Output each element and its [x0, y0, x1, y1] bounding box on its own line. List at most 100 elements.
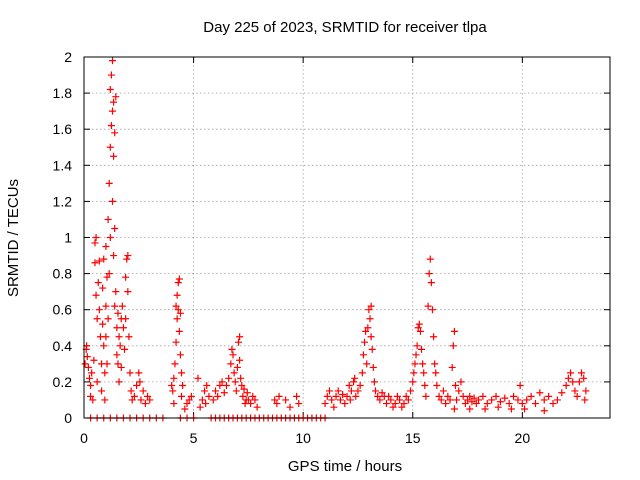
data-point	[521, 405, 529, 413]
data-point	[282, 396, 290, 404]
data-point	[450, 405, 458, 413]
data-point	[108, 107, 116, 115]
data-point	[468, 398, 476, 406]
data-point	[341, 400, 349, 408]
x-axis-label: GPS time / hours	[288, 458, 402, 475]
data-point	[117, 363, 125, 371]
data-point	[201, 387, 209, 395]
data-point	[347, 387, 355, 395]
data-point	[536, 389, 544, 397]
data-point	[187, 392, 195, 400]
data-point	[104, 215, 112, 223]
data-point	[540, 396, 548, 404]
data-point	[545, 392, 553, 400]
data-point	[183, 400, 191, 408]
data-point	[293, 392, 301, 400]
data-point	[531, 400, 539, 408]
data-point	[442, 400, 450, 408]
data-point	[416, 327, 424, 335]
data-point	[202, 400, 210, 408]
data-point	[376, 396, 384, 404]
data-point	[236, 333, 244, 341]
data-point	[472, 400, 480, 408]
data-point	[501, 394, 509, 402]
data-point	[389, 403, 397, 411]
data-point	[111, 224, 119, 232]
data-point	[173, 315, 181, 323]
data-point	[367, 302, 375, 310]
data-point	[95, 306, 103, 314]
data-point	[415, 320, 423, 328]
data-point	[92, 291, 100, 299]
data-point	[110, 252, 118, 260]
y-tick-label: 0.2	[53, 374, 73, 390]
data-point	[81, 360, 89, 368]
data-point	[464, 396, 472, 404]
data-point	[108, 197, 116, 205]
data-point	[115, 333, 123, 341]
x-tick-label: 0	[80, 430, 88, 446]
data-point	[243, 389, 251, 397]
data-point	[419, 360, 427, 368]
data-point	[562, 382, 570, 390]
data-point	[567, 369, 575, 377]
data-point	[358, 369, 366, 377]
data-point	[119, 324, 127, 332]
data-point	[321, 400, 329, 408]
data-point	[558, 389, 566, 397]
data-point	[581, 396, 589, 404]
data-point	[106, 234, 114, 241]
data-point	[185, 396, 193, 404]
data-point	[122, 315, 130, 323]
data-point	[137, 396, 145, 404]
data-point	[421, 382, 429, 390]
data-point	[123, 255, 131, 263]
data-point	[363, 360, 371, 368]
data-point	[175, 275, 183, 283]
data-point	[101, 396, 109, 404]
data-point	[414, 324, 422, 332]
data-point	[540, 407, 548, 415]
x-tick-label: 10	[295, 430, 311, 446]
data-point	[273, 400, 281, 408]
data-point	[325, 387, 333, 395]
data-point	[518, 400, 526, 408]
data-point	[99, 284, 107, 292]
data-point	[553, 396, 561, 404]
data-point	[332, 392, 340, 400]
y-tick-label: 0	[64, 410, 72, 426]
data-point	[111, 302, 119, 310]
data-point	[352, 392, 360, 400]
data-point	[516, 382, 524, 390]
data-point	[176, 309, 184, 317]
data-point	[393, 392, 401, 400]
y-tick-label: 2	[64, 49, 72, 65]
data-point	[411, 360, 419, 368]
data-point	[116, 342, 124, 350]
data-point	[330, 403, 338, 411]
data-point	[571, 387, 579, 395]
data-point	[181, 405, 189, 413]
data-point	[404, 396, 412, 404]
data-point	[275, 392, 283, 400]
data-point	[413, 342, 421, 350]
data-point	[170, 400, 178, 408]
data-point	[361, 338, 369, 346]
data-point	[112, 93, 120, 101]
data-point	[95, 257, 103, 265]
data-point	[89, 396, 97, 404]
y-tick-label: 0.4	[53, 338, 73, 354]
data-point	[523, 396, 531, 404]
data-point	[128, 396, 136, 404]
data-point	[444, 392, 452, 400]
data-point	[228, 345, 236, 353]
data-point	[367, 333, 375, 341]
data-point	[450, 327, 458, 335]
data-point	[214, 392, 222, 400]
data-point	[227, 360, 235, 368]
data-point	[510, 392, 518, 400]
data-point	[505, 400, 513, 408]
data-point	[178, 369, 186, 377]
data-point	[144, 392, 152, 400]
data-point	[580, 374, 588, 382]
